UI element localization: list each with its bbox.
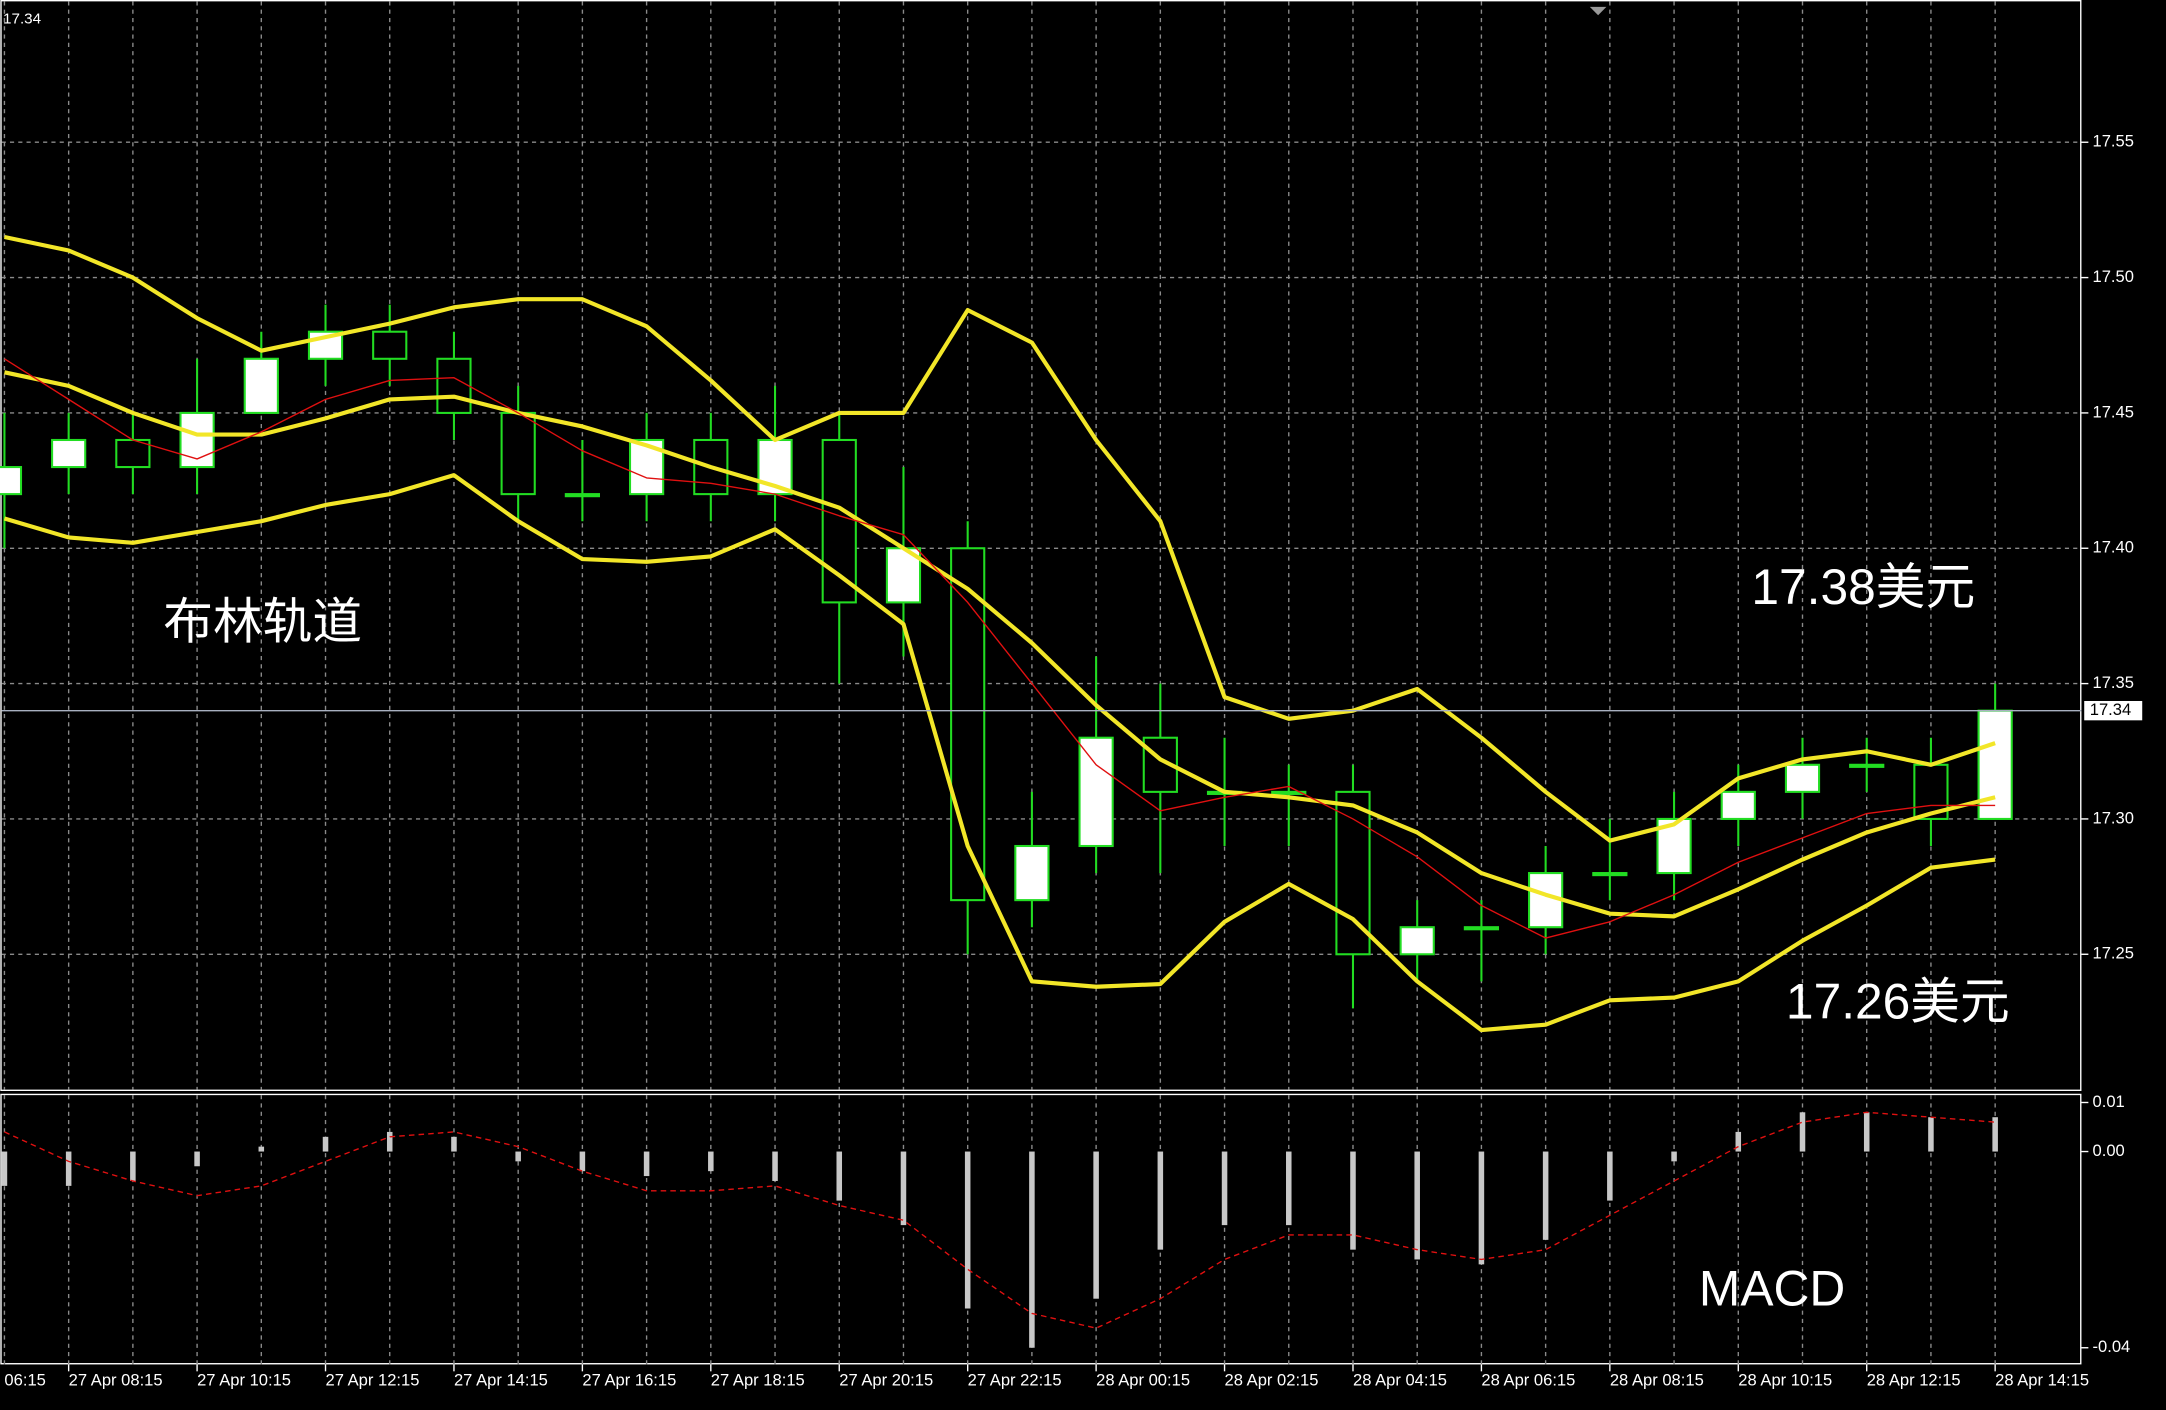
x-tick-label: 27 Apr 12:15 [326,1370,420,1389]
x-tick-label: 28 Apr 02:15 [1225,1370,1319,1389]
candle-body [1720,790,1756,820]
x-tick-label: 28 Apr 10:15 [1738,1370,1832,1389]
histogram-bar [65,1151,72,1186]
candle-body [821,438,857,604]
y-tick-label: 0.01 [2093,1092,2125,1111]
y-tick-label: -0.04 [2093,1337,2131,1356]
y-tick-label: 17.30 [2093,808,2134,827]
candle-body [436,357,472,414]
x-tick-label: 27 Apr 10:15 [197,1370,291,1389]
candle-body [1977,709,2013,820]
histogram-bar [515,1151,521,1162]
histogram-bar [579,1151,586,1172]
indicator-line [3,473,1996,1033]
y-tick-label: 17.35 [2093,673,2134,692]
candle-body [1078,736,1114,848]
histogram-bar [964,1151,971,1309]
y-tick-label: 17.25 [2093,944,2134,963]
candle-body [500,411,536,496]
histogram-bar [1928,1117,1934,1152]
histogram-bar [708,1151,714,1172]
histogram-bar [258,1146,265,1152]
histogram-bar [772,1151,778,1181]
y-tick-label: 17.50 [2093,267,2134,286]
x-tick-label: 28 Apr 06:15 [1481,1370,1575,1389]
histogram-bar [451,1136,457,1152]
x-tick-label: 28 Apr 00:15 [1096,1370,1190,1389]
histogram-bar [194,1151,200,1167]
indicator-line [4,370,1996,919]
annotation: 17.38美元 [1751,559,1975,615]
candle-body [1399,926,1435,956]
histogram-bar [1799,1112,1806,1152]
histogram-bar [130,1151,136,1181]
top-price-label: 17.34 [3,10,41,27]
main-pane [0,0,2082,1091]
annotation: 布林轨道 [163,594,362,650]
candle-body [243,357,279,414]
candle-body [1271,790,1307,795]
histogram-bar [1221,1151,1228,1226]
histogram-bar [1863,1112,1870,1152]
shift-marker [1589,6,1607,16]
y-tick-label: 17.40 [2093,538,2134,557]
y-tick-label: 17.55 [2093,132,2134,151]
histogram-bar [1093,1151,1099,1299]
x-tick-label: 27 Apr 22:15 [968,1370,1062,1389]
histogram-bar [1607,1151,1613,1201]
histogram-bar [1157,1151,1164,1250]
x-tick-label: 28 Apr 12:15 [1867,1370,1961,1389]
x-tick-label: 27 Apr 14:15 [454,1370,548,1389]
candle-body [372,330,408,360]
histogram-bar [1992,1117,1998,1152]
last-price-box [2084,700,2143,721]
candle-body [564,493,600,498]
candle-body [179,411,215,469]
x-tick-label: 27 Apr 18:15 [711,1370,805,1389]
indicator-line [4,358,1996,939]
candle-body [0,466,23,496]
annotation: 17.26美元 [1786,973,2010,1029]
histogram-bar [322,1136,329,1152]
histogram-bar [1671,1151,1677,1162]
histogram-bar [1735,1131,1742,1152]
histogram-bar [1286,1151,1292,1226]
indicator-line [4,1111,1996,1329]
y-tick-label: 17.45 [2093,402,2134,421]
annotation: MACD [1699,1261,1845,1317]
candle-body [1849,763,1885,768]
histogram-bar [386,1131,393,1152]
last-price-label: 17.34 [2090,700,2131,719]
histogram-bar [1414,1151,1420,1260]
candle-body [1463,926,1500,931]
macd-pane [0,1093,2082,1365]
y-tick-label: 0.00 [2093,1141,2125,1160]
histogram-bar [1,1151,8,1186]
histogram-bar [1350,1151,1356,1250]
indicator-line [4,234,1996,843]
candle-body [51,438,87,469]
histogram-bar [1029,1151,1035,1348]
x-tick-label: 06:15 [4,1370,45,1389]
x-tick-label: 28 Apr 14:15 [1995,1370,2089,1389]
candle-body [1784,763,1821,793]
histogram-bar [900,1151,907,1226]
histogram-bar [1478,1151,1485,1265]
candle-body [1014,844,1050,902]
x-tick-label: 27 Apr 20:15 [839,1370,933,1389]
x-tick-label: 28 Apr 08:15 [1610,1370,1704,1389]
x-tick-label: 27 Apr 08:15 [69,1370,163,1389]
x-tick-label: 27 Apr 16:15 [582,1370,676,1389]
histogram-bar [1542,1151,1549,1240]
candle-body [1592,872,1628,877]
histogram-bar [643,1151,650,1177]
x-tick-label: 28 Apr 04:15 [1353,1370,1447,1389]
histogram-bar [836,1151,843,1201]
